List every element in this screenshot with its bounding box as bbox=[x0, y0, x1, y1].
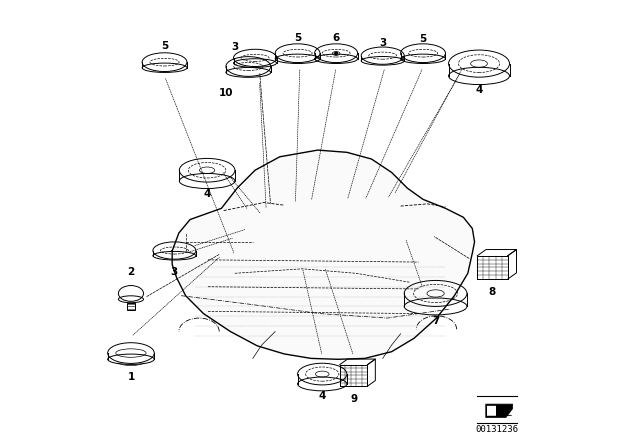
Circle shape bbox=[335, 52, 337, 55]
Text: 1: 1 bbox=[127, 372, 134, 382]
Text: 5: 5 bbox=[419, 34, 426, 44]
Text: 5: 5 bbox=[161, 41, 168, 51]
Text: 3: 3 bbox=[379, 38, 387, 47]
Polygon shape bbox=[486, 404, 513, 418]
Text: 3: 3 bbox=[171, 267, 178, 277]
Text: 4: 4 bbox=[319, 392, 326, 401]
Text: 7: 7 bbox=[432, 316, 439, 326]
Text: 6: 6 bbox=[333, 33, 340, 43]
Polygon shape bbox=[487, 405, 496, 416]
Text: 4: 4 bbox=[204, 190, 211, 199]
Text: 3: 3 bbox=[231, 42, 239, 52]
Text: 4: 4 bbox=[476, 86, 483, 95]
Text: 10: 10 bbox=[219, 88, 234, 98]
Text: 2: 2 bbox=[127, 267, 134, 277]
Text: 9: 9 bbox=[350, 394, 357, 404]
Text: 5: 5 bbox=[294, 33, 301, 43]
Text: 00131236: 00131236 bbox=[476, 425, 518, 434]
Polygon shape bbox=[172, 150, 475, 359]
Bar bbox=[127, 303, 135, 310]
Text: 8: 8 bbox=[489, 287, 496, 297]
